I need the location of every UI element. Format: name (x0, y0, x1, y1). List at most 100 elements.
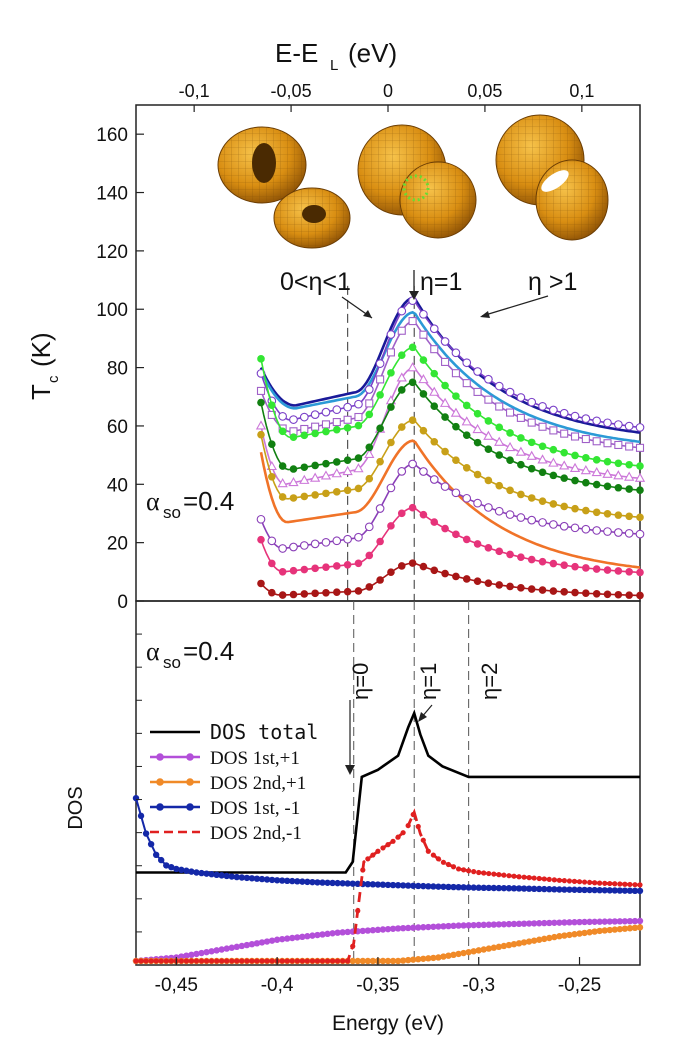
tc-point-darkred (278, 591, 287, 599)
dos-series-point (384, 881, 392, 889)
tc-point-violet-open-circle (613, 420, 623, 429)
dos-series-point (309, 958, 315, 964)
dos-series-point (495, 943, 503, 951)
tc-point-violet-open-square (354, 412, 363, 422)
tc-point-pink (268, 559, 276, 568)
tc-point-gold (462, 463, 471, 472)
dos-series-point (319, 879, 326, 886)
dos-series-point (304, 878, 311, 886)
dos-series-point (430, 923, 437, 930)
dos-series-point (400, 830, 406, 836)
tc-point-violet-open-circle (516, 393, 526, 402)
tc-point-pink (571, 562, 579, 571)
tc-point-darkred (495, 581, 504, 589)
tc-point-pink (419, 510, 428, 519)
tc-point-purple-open-circle (484, 503, 493, 512)
dos-series-point (133, 958, 139, 964)
tc-point-violet-open-circle (354, 399, 363, 409)
dos-series-point (404, 924, 412, 932)
dos-series-point (606, 926, 613, 934)
dos-series-point (188, 958, 195, 964)
tc-point-pink (278, 568, 287, 576)
dos-series-point (389, 957, 397, 965)
dos-series-point (243, 941, 251, 949)
dos-series-point (581, 879, 588, 885)
dos-series-point (394, 957, 402, 965)
tc-point-purple-open-circle (332, 536, 342, 546)
tc-point-gold (625, 512, 633, 521)
dos-series-point (455, 922, 462, 929)
dos-series-point (425, 883, 432, 890)
dos-series-point (340, 958, 346, 964)
dos-series-point (440, 953, 447, 960)
dos-series-point (420, 924, 427, 931)
dos-series-point (173, 865, 180, 873)
tc-point-purple-open-circle (364, 522, 374, 532)
tc-point-purple-open-circle (397, 467, 407, 476)
dos-series-point (510, 885, 518, 892)
dos-series-point (324, 879, 331, 886)
dos-series-point (505, 941, 513, 949)
tc-point-violet-open-circle (570, 411, 580, 421)
dos-series-point (586, 918, 593, 926)
dos-series-point (345, 958, 351, 964)
dos-series-point (601, 887, 608, 894)
dos-series-point (576, 886, 583, 894)
tc-y-tick-label: 80 (107, 359, 128, 380)
tc-point-pink-open-triangle (396, 372, 407, 382)
dos-series-point (374, 881, 382, 888)
dos-alpha-symbol: α (146, 637, 160, 666)
tc-point-darkred (376, 576, 384, 584)
dos-series-point (193, 950, 200, 958)
dos-series-point (415, 823, 421, 830)
tc-point-pink-open-triangle (364, 448, 375, 458)
dos-x-tick-label: -0,3 (462, 975, 495, 996)
tc-point-gold (387, 438, 395, 447)
tc-ylabel-unit: (K) (26, 332, 56, 367)
dos-series-point (632, 882, 638, 888)
tc-point-violet-open-circle (505, 387, 515, 397)
tc-point-green (397, 351, 406, 359)
dos-series-point (636, 887, 644, 895)
dos-series-point (515, 885, 523, 892)
dos-series-point (198, 869, 205, 877)
dos-series-point (485, 945, 492, 952)
tc-point-green (462, 401, 471, 410)
tc-point-green (300, 431, 309, 440)
tc-point-gold (397, 423, 406, 431)
dos-series-point (485, 884, 492, 892)
tc-point-gold (430, 437, 439, 446)
dos-series-point (546, 934, 553, 942)
tc-point-darkred (462, 575, 471, 583)
dos-alpha-sub: so (163, 653, 181, 672)
dos-series-point (581, 918, 588, 926)
tc-point-violet-open-circle (310, 410, 320, 419)
dos-series-point (571, 886, 578, 893)
tc-point-violet-open-square (635, 443, 645, 452)
dos-series-point (299, 958, 305, 964)
dos-series-point (515, 920, 523, 928)
dos-series-point (385, 842, 391, 848)
dos-series-point (440, 859, 447, 865)
tc-point-pink (592, 565, 601, 573)
dos-series-point (410, 811, 416, 818)
tc-point-purple-open-circle (581, 524, 591, 534)
dos-series-point (526, 875, 532, 881)
dos-x-tick-label: -0,25 (558, 975, 601, 996)
top-axis-title: E-E L (eV) (275, 38, 397, 74)
tc-point-green (549, 445, 558, 454)
tc-point-violet-open-circle (549, 405, 558, 415)
tc-point-violet-open-circle (343, 402, 352, 412)
tc-point-pink (408, 503, 417, 512)
tc-point-violet-open-circle (635, 423, 645, 432)
dos-series-point (219, 958, 225, 964)
dos-series-point (208, 871, 215, 878)
tc-point-gold (289, 494, 298, 502)
tc-point-darkred (322, 588, 330, 597)
tc-point-green (268, 401, 276, 409)
dos-series-point (461, 867, 467, 873)
tc-point-pink (452, 530, 460, 539)
top-tick-label: -0,1 (179, 81, 210, 101)
dos-series-point (168, 958, 174, 964)
tc-point-green (592, 456, 601, 464)
